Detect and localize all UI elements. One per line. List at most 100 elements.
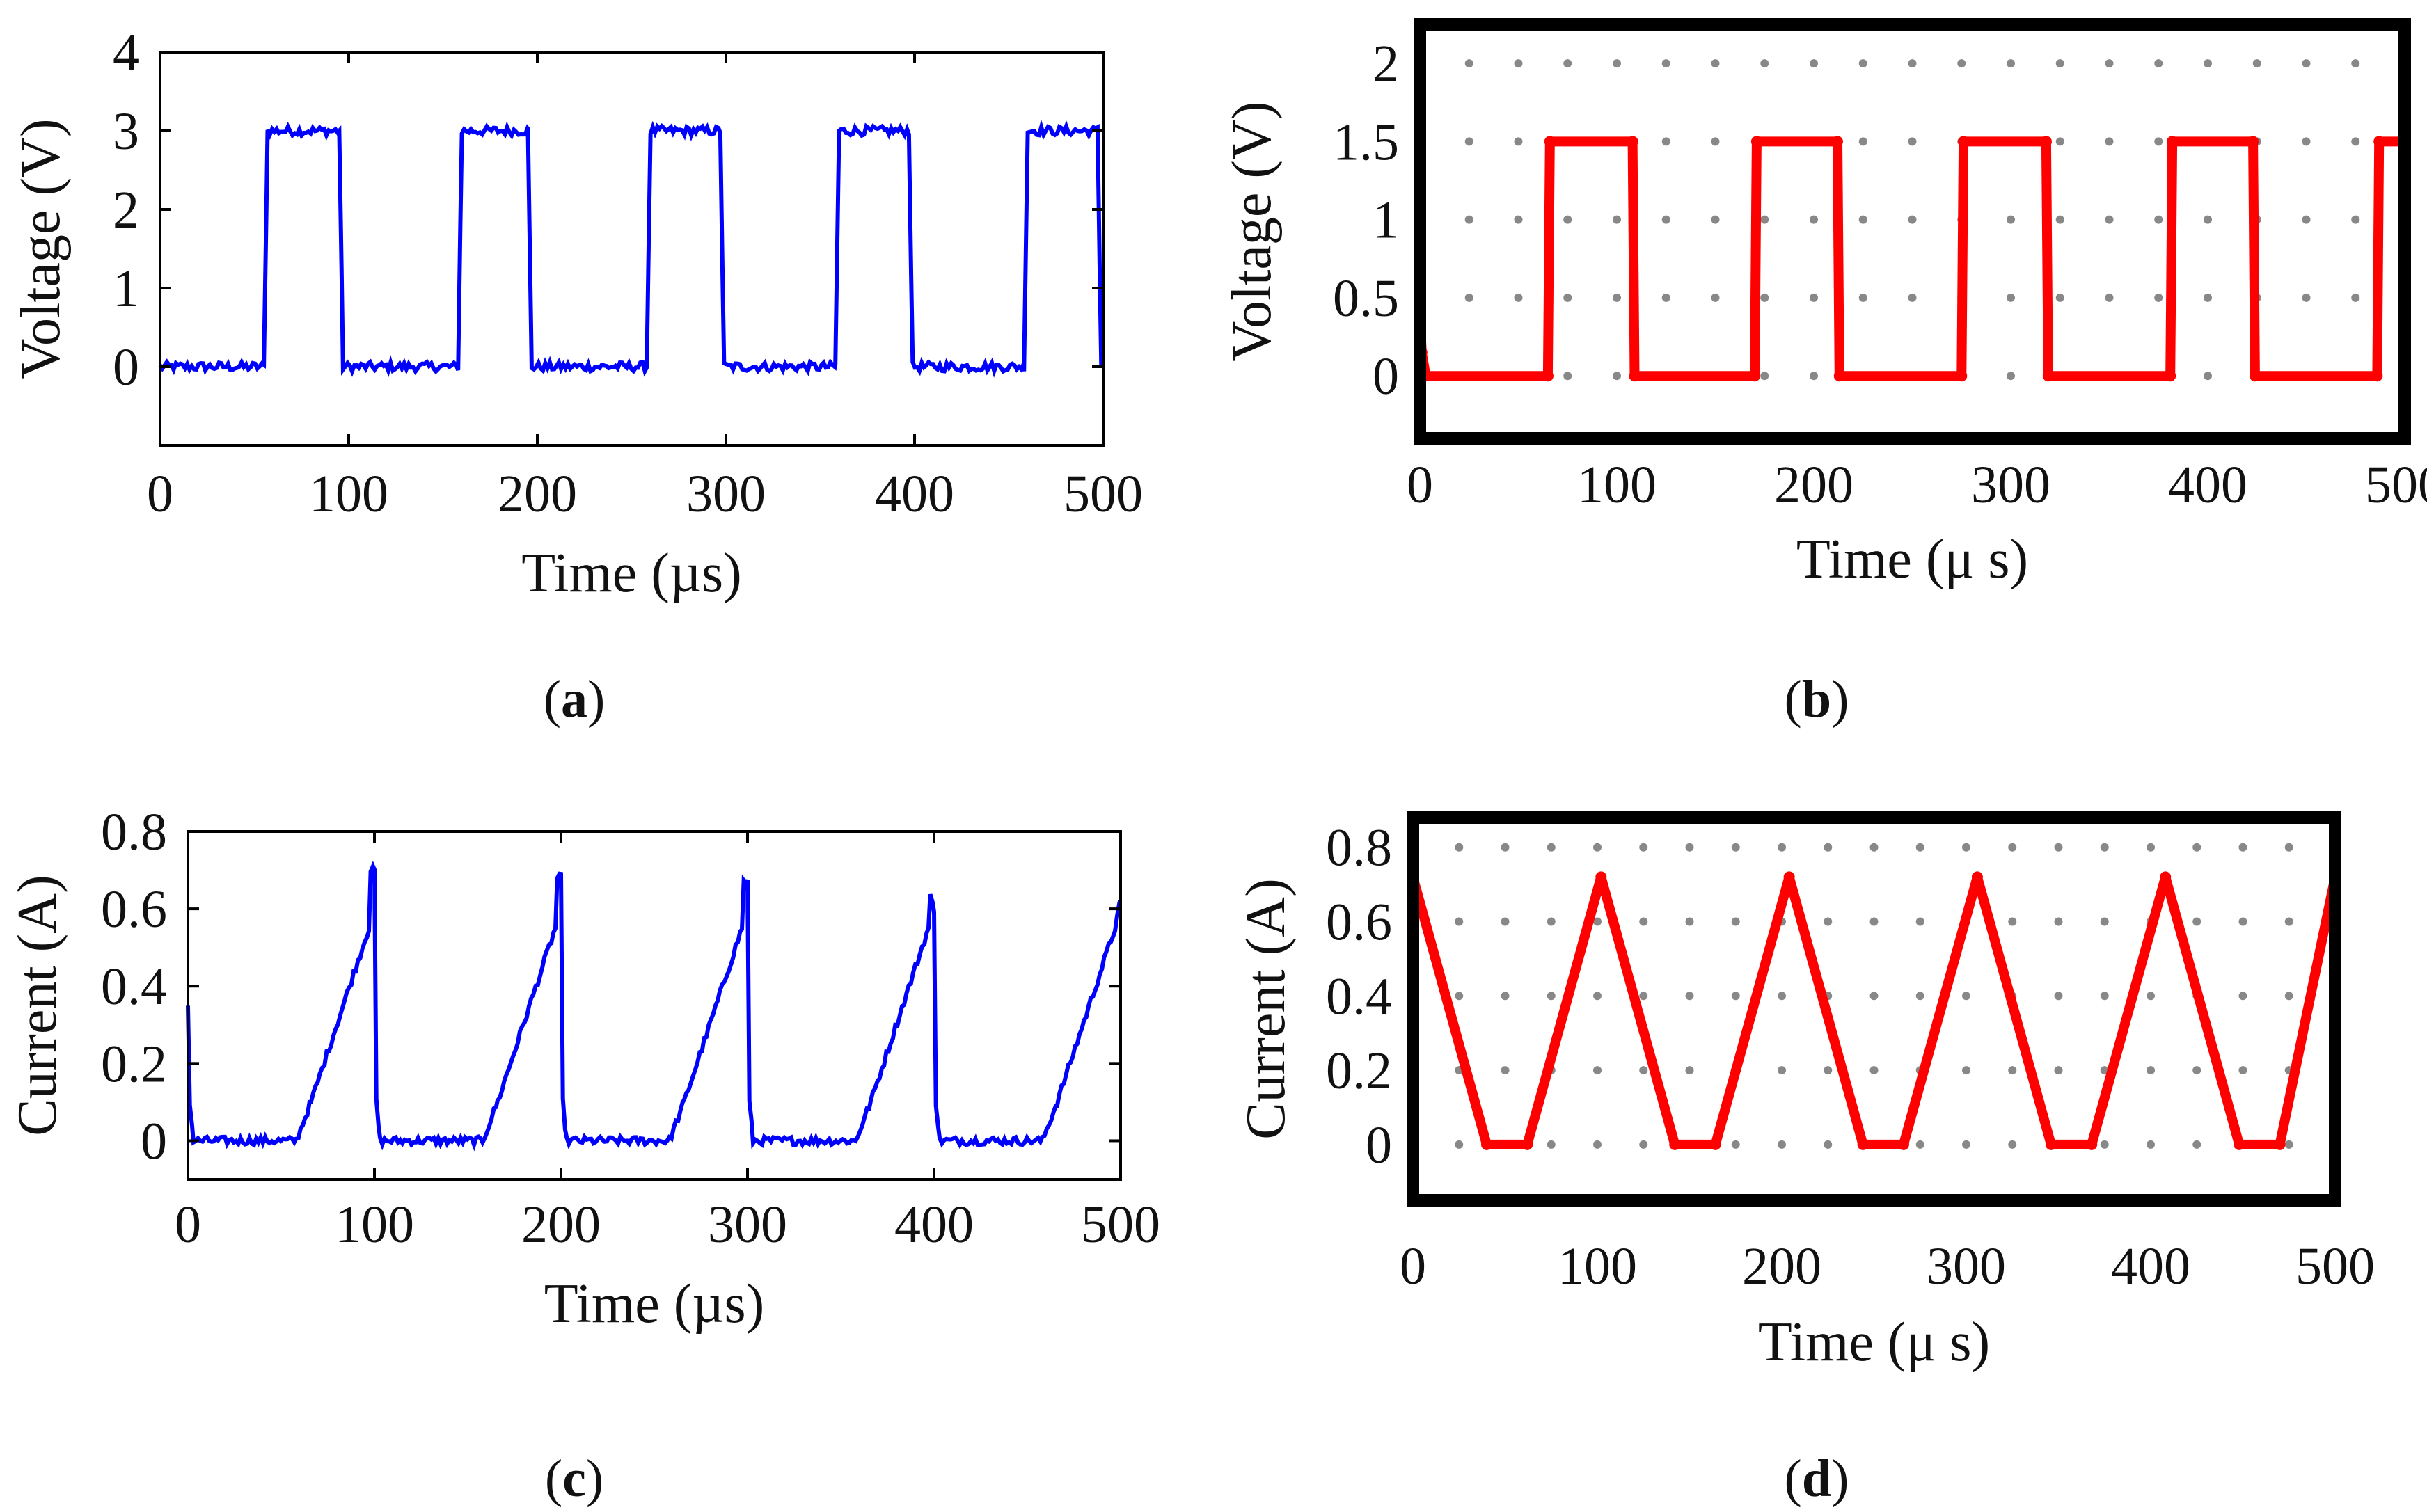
y-tick-label: 0 [141, 1112, 167, 1170]
grid-dot [1593, 917, 1602, 926]
grid-dot [2204, 215, 2212, 224]
grid-dot [1869, 992, 1879, 1001]
data-point [1833, 370, 1845, 382]
x-tick-label: 500 [1064, 465, 1143, 523]
grid-dot [2100, 917, 2109, 926]
grid-dot [2302, 293, 2311, 302]
grid-dot [2238, 917, 2247, 926]
grid-dot [1760, 372, 1769, 381]
grid-dot [1547, 992, 1556, 1001]
grid-dot [2105, 137, 2114, 146]
plot-frame [1407, 811, 2341, 1207]
data-point [1897, 1138, 1909, 1150]
y-axis-label: Current (A) [7, 875, 68, 1136]
data-series-line [186, 861, 1123, 1152]
grid-dot [1661, 293, 1670, 302]
y-tick-labels: 0 1 2 3 4 [113, 24, 139, 397]
data-point [2042, 370, 2054, 382]
grid-dot [1685, 992, 1694, 1001]
grid-dot [1639, 843, 1648, 852]
grid-dot [2055, 137, 2064, 146]
grid-dot [1869, 1066, 1879, 1075]
grid-dot [1915, 843, 1924, 852]
grid-dot [2008, 1140, 2017, 1149]
grid-dot [1760, 215, 1769, 224]
panel-caption: (c) [545, 1449, 603, 1508]
y-tick-label: 0.4 [101, 957, 167, 1016]
x-tick-label: 400 [875, 465, 954, 523]
grid-dot [1501, 917, 1510, 926]
grid-dot [2007, 215, 2015, 224]
grid-dot [1858, 59, 1867, 68]
grid-dot [2351, 215, 2360, 224]
grid-dot [1563, 59, 1572, 68]
y-tick-label: 3 [113, 102, 139, 161]
grid-dot [1639, 992, 1648, 1001]
y-tick-label: 0.8 [1326, 819, 1392, 877]
grid-dot [1455, 917, 1464, 926]
x-tick-labels: 0 100 200 300 400 500 [147, 465, 1143, 523]
data-point [1709, 1138, 1721, 1150]
grid-dot [2007, 59, 2015, 68]
grid-dot [1810, 215, 1818, 224]
grid-dot [2105, 59, 2114, 68]
x-tick-label: 500 [2295, 1237, 2375, 1296]
grid-dot [1501, 1066, 1510, 1075]
data-point [2274, 1138, 2286, 1150]
y-tick-label: 0.4 [1326, 967, 1392, 1026]
data-point [1521, 1138, 1533, 1150]
grid-dot [1455, 1140, 1464, 1149]
grid-dot [1908, 137, 1917, 146]
grid-dot [1514, 137, 1523, 146]
grid-dot [2100, 843, 2109, 852]
grid-dot [1778, 992, 1786, 1001]
caption-letter: a [561, 670, 587, 729]
x-tick-label: 0 [147, 465, 173, 523]
grid-dot [1858, 215, 1867, 224]
x-tick-label: 100 [309, 465, 388, 523]
y-tick-label: 1 [1373, 191, 1399, 250]
y-axis-label: Voltage (V) [1222, 102, 1283, 362]
grid-dot [2147, 1140, 2155, 1149]
grid-dot [1547, 1140, 1556, 1149]
grid-dot [1501, 992, 1510, 1001]
data-point [1750, 136, 1762, 148]
grid-dot [2238, 992, 2247, 1001]
grid-dot [1731, 843, 1740, 852]
grid-dot [1613, 215, 1621, 224]
series-layer [1407, 871, 2341, 1150]
grid-dot [2192, 917, 2201, 926]
grid-dot [2054, 1066, 2063, 1075]
data-point [1669, 1138, 1681, 1150]
grid-dot [1661, 137, 1670, 146]
grid-dot [1962, 1066, 1970, 1075]
x-axis-label: Time (μ s) [1796, 529, 2028, 590]
y-tick-label: 4 [113, 24, 139, 82]
grid-dot [2351, 137, 2360, 146]
axes-frame [187, 830, 1122, 1181]
grid-dot [2284, 843, 2293, 852]
caption-close-paren: ) [1831, 1449, 1849, 1508]
grid-dot [1593, 992, 1602, 1001]
grid-dot [1514, 215, 1523, 224]
grid-dot [2007, 293, 2015, 302]
grid-dot [2147, 843, 2155, 852]
x-axis-label: Time (µs) [544, 1273, 765, 1335]
grid-dot [1858, 137, 1867, 146]
data-point [1831, 136, 1843, 148]
grid-dot [1639, 917, 1648, 926]
data-point [1481, 1138, 1492, 1150]
data-point [2249, 370, 2261, 382]
grid-dot [1824, 917, 1833, 926]
grid-dot [2252, 59, 2261, 68]
y-tick-label: 2 [113, 181, 139, 239]
series-layer [158, 119, 1104, 378]
grid-dot [2147, 1066, 2155, 1075]
y-tick-label: 0 [1373, 347, 1399, 406]
grid-dot [1613, 293, 1621, 302]
data-point [1749, 370, 1761, 382]
grid-dot [2302, 59, 2311, 68]
grid-dot [1514, 293, 1523, 302]
grid-dot [1464, 59, 1473, 68]
plot-frame [1414, 18, 2411, 445]
